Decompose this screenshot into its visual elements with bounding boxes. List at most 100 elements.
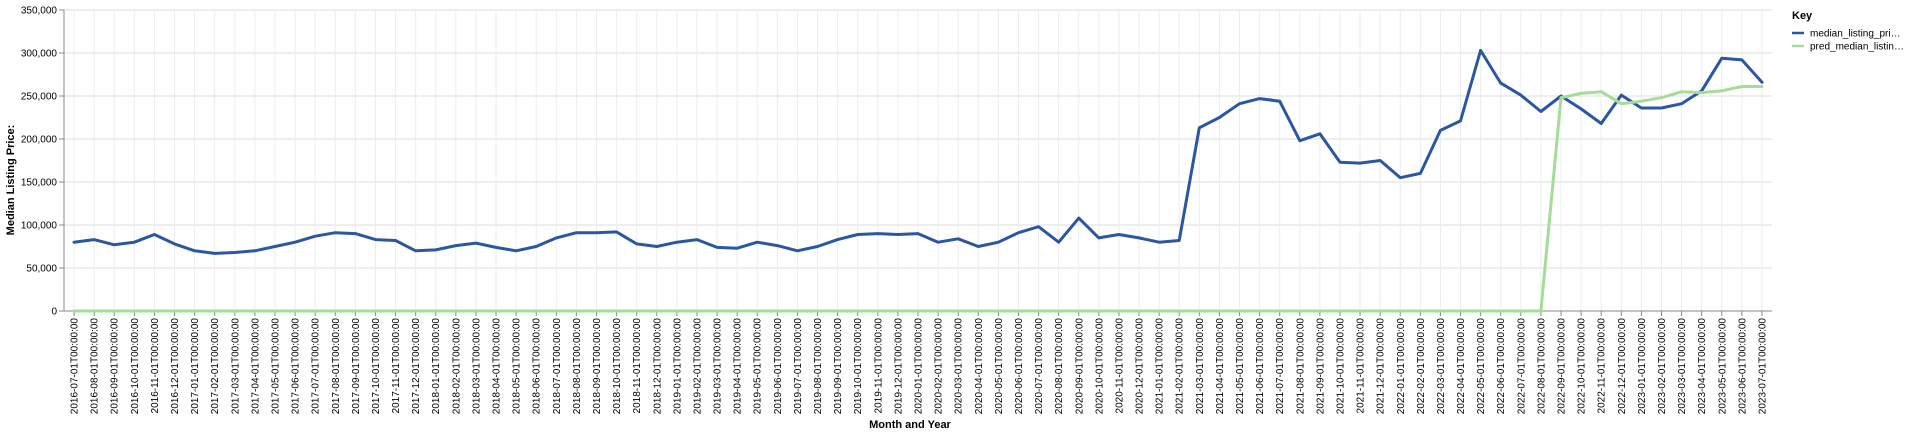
x-tick-label: 2021-11-01T00:00:00 <box>1356 318 1367 414</box>
x-tick-label: 2019-04-01T00:00:00 <box>733 318 744 415</box>
x-tick-label: 2021-08-01T00:00:00 <box>1295 318 1306 415</box>
x-tick-label: 2017-03-01T00:00:00 <box>230 318 241 415</box>
y-tick-label: 100,000 <box>21 221 58 232</box>
x-tick-label: 2020-03-01T00:00:00 <box>954 318 965 415</box>
x-tick-label: 2021-05-01T00:00:00 <box>1235 318 1246 415</box>
x-tick-label: 2021-10-01T00:00:00 <box>1335 318 1346 415</box>
y-tick-label: 250,000 <box>21 92 58 103</box>
x-tick-label: 2020-11-01T00:00:00 <box>1114 318 1125 414</box>
x-tick-label: 2023-06-01T00:00:00 <box>1737 318 1748 415</box>
series-line-median-listing-price <box>72 48 1764 255</box>
x-tick-label: 2017-02-01T00:00:00 <box>210 318 221 415</box>
x-tick-label: 2019-03-01T00:00:00 <box>713 318 724 415</box>
x-tick-label: 2021-09-01T00:00:00 <box>1315 318 1326 415</box>
x-tick-label: 2020-10-01T00:00:00 <box>1094 318 1105 415</box>
x-tick-label: 2017-07-01T00:00:00 <box>311 318 322 415</box>
x-tick-label: 2022-02-01T00:00:00 <box>1416 318 1427 415</box>
axes: 0 50,000 100,000 150,000 200,000 250,000 300,0… <box>21 6 1772 415</box>
x-tick-label: 2017-09-01T00:00:00 <box>351 318 362 415</box>
x-axis-title: Month and Year <box>869 419 951 431</box>
x-tick-label: 2019-06-01T00:00:00 <box>773 318 784 415</box>
x-tick-label: 2018-01-01T00:00:00 <box>431 318 442 415</box>
x-tick-label: 2021-03-01T00:00:00 <box>1195 318 1206 415</box>
x-tick-label: 2018-06-01T00:00:00 <box>532 318 543 415</box>
x-tick-label: 2020-09-01T00:00:00 <box>1074 318 1085 415</box>
x-tick-label: 2017-10-01T00:00:00 <box>371 318 382 415</box>
x-tick-label: 2023-01-01T00:00:00 <box>1637 318 1648 415</box>
legend-label: median_listing_pri… <box>1810 29 1901 40</box>
x-tick-label: 2019-01-01T00:00:00 <box>672 318 683 415</box>
y-axis-title: Median Listing Price: <box>5 125 17 236</box>
x-tick-label: 2021-01-01T00:00:00 <box>1155 318 1166 415</box>
x-tick-label: 2019-08-01T00:00:00 <box>813 318 824 415</box>
series-line-pred-median-listing-price <box>72 85 1764 313</box>
x-tick-label: 2018-04-01T00:00:00 <box>492 318 503 415</box>
x-tick-label: 2016-08-01T00:00:00 <box>90 318 101 415</box>
x-tick-label: 2017-11-01T00:00:00 <box>391 318 402 414</box>
x-tick-label: 2020-04-01T00:00:00 <box>974 318 985 415</box>
x-tick-label: 2018-09-01T00:00:00 <box>592 318 603 415</box>
x-tick-label: 2022-11-01T00:00:00 <box>1597 318 1608 414</box>
series-lines <box>72 48 1764 313</box>
x-tick-label: 2020-06-01T00:00:00 <box>1014 318 1025 415</box>
legend-label: pred_median_listin… <box>1810 42 1904 53</box>
x-tick-label: 2021-12-01T00:00:00 <box>1376 318 1387 415</box>
x-tick-label: 2018-05-01T00:00:00 <box>512 318 523 415</box>
x-tick-label: 2023-04-01T00:00:00 <box>1697 318 1708 415</box>
x-tick-label: 2017-01-01T00:00:00 <box>190 318 201 415</box>
x-tick-label: 2018-07-01T00:00:00 <box>552 318 563 415</box>
x-tick-label: 2022-05-01T00:00:00 <box>1476 318 1487 415</box>
x-tick-label: 2020-12-01T00:00:00 <box>1135 318 1146 415</box>
x-tick-label: 2019-07-01T00:00:00 <box>793 318 804 415</box>
x-tick-label: 2022-10-01T00:00:00 <box>1577 318 1588 415</box>
x-tick-label: 2023-03-01T00:00:00 <box>1677 318 1688 415</box>
x-tick-label: 2018-03-01T00:00:00 <box>471 318 482 415</box>
x-tick-label: 2020-05-01T00:00:00 <box>994 318 1005 415</box>
x-tick-label: 2021-02-01T00:00:00 <box>1175 318 1186 415</box>
x-tick-label: 2019-02-01T00:00:00 <box>692 318 703 415</box>
x-tick-label: 2022-06-01T00:00:00 <box>1496 318 1507 415</box>
x-tick-label: 2020-08-01T00:00:00 <box>1054 318 1065 415</box>
x-tick-label: 2021-04-01T00:00:00 <box>1215 318 1226 415</box>
x-tick-label: 2020-01-01T00:00:00 <box>914 318 925 415</box>
x-tick-label: 2022-07-01T00:00:00 <box>1516 318 1527 415</box>
x-tick-label: 2023-02-01T00:00:00 <box>1657 318 1668 415</box>
grid-lines <box>64 9 1772 312</box>
x-tick-label: 2017-05-01T00:00:00 <box>270 318 281 415</box>
x-tick-label: 2022-12-01T00:00:00 <box>1617 318 1628 415</box>
y-tick-label: 50,000 <box>26 264 57 275</box>
x-tick-label: 2018-10-01T00:00:00 <box>612 318 623 415</box>
x-tick-label: 2020-07-01T00:00:00 <box>1034 318 1045 415</box>
y-tick-label: 350,000 <box>21 6 58 17</box>
x-tick-label: 2019-12-01T00:00:00 <box>893 318 904 415</box>
x-tick-label: 2018-12-01T00:00:00 <box>652 318 663 415</box>
x-tick-label: 2018-08-01T00:00:00 <box>572 318 583 415</box>
y-tick-label: 200,000 <box>21 135 58 146</box>
x-tick-label: 2023-05-01T00:00:00 <box>1717 318 1728 415</box>
x-tick-label: 2018-02-01T00:00:00 <box>451 318 462 415</box>
y-tick-label: 0 <box>51 307 57 318</box>
x-tick-label: 2021-07-01T00:00:00 <box>1275 318 1286 415</box>
legend: Key median_listing_pri… pred_median_listi… <box>1792 10 1904 53</box>
x-tick-label: 2017-06-01T00:00:00 <box>291 318 302 415</box>
x-tick-label: 2016-11-01T00:00:00 <box>150 318 161 414</box>
x-tick-label: 2019-10-01T00:00:00 <box>853 318 864 415</box>
x-tick-label: 2017-08-01T00:00:00 <box>331 318 342 415</box>
x-tick-label: 2019-09-01T00:00:00 <box>833 318 844 415</box>
x-tick-label: 2022-04-01T00:00:00 <box>1456 318 1467 415</box>
x-tick-label: 2019-05-01T00:00:00 <box>753 318 764 415</box>
x-tick-label: 2016-09-01T00:00:00 <box>110 318 121 415</box>
x-tick-label: 2022-08-01T00:00:00 <box>1536 318 1547 415</box>
x-tick-label: 2022-09-01T00:00:00 <box>1557 318 1568 415</box>
x-tick-label: 2016-07-01T00:00:00 <box>70 318 81 415</box>
y-tick-label: 300,000 <box>21 49 58 60</box>
legend-items: median_listing_pri… pred_median_listin… <box>1792 29 1904 53</box>
x-tick-label: 2018-11-01T00:00:00 <box>632 318 643 414</box>
x-tick-label: 2023-07-01T00:00:00 <box>1757 318 1768 415</box>
x-tick-label: 2021-06-01T00:00:00 <box>1255 318 1266 415</box>
x-tick-label: 2020-02-01T00:00:00 <box>934 318 945 415</box>
x-tick-label: 2022-03-01T00:00:00 <box>1436 318 1447 415</box>
x-tick-label: 2017-12-01T00:00:00 <box>411 318 422 415</box>
